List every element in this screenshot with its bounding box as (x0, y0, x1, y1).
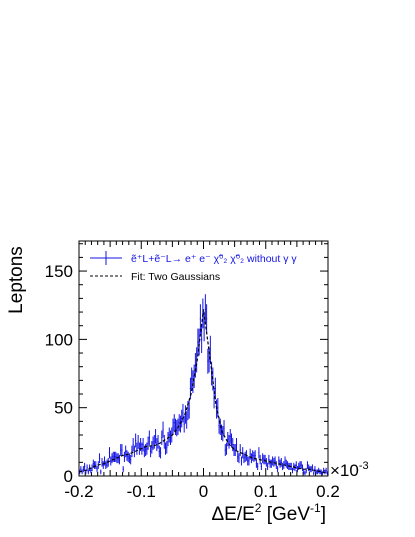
x-tick-label: -0.2 (64, 482, 93, 501)
legend-label-data: ẽ⁺L+ẽ⁻L→ e⁺ e⁻ χ̃⁰₂ χ̃⁰₂ without γ γ (131, 253, 297, 265)
x-tick-label: 0.1 (254, 482, 278, 501)
y-tick-label: 50 (54, 399, 73, 418)
y-tick-label: 0 (64, 467, 73, 486)
y-tick-label: 100 (45, 330, 73, 349)
x-axis-title: ΔE/E2 [GeV-1] (211, 501, 326, 525)
x-axis-multiplier-base: ×10 (330, 461, 359, 480)
legend-entry-fit: Fit: Two Gaussians (90, 271, 220, 283)
legend: ẽ⁺L+ẽ⁻L→ e⁺ e⁻ χ̃⁰₂ χ̃⁰₂ without γ γ Fit… (90, 251, 297, 283)
fit-curve (78, 309, 329, 474)
data-layer (79, 294, 328, 476)
x-tick-label: 0.2 (316, 482, 340, 501)
x-axis-title-main: ΔE/E (211, 504, 254, 525)
x-tick-label: 0 (199, 482, 208, 501)
legend-entry-data: ẽ⁺L+ẽ⁻L→ e⁺ e⁻ χ̃⁰₂ χ̃⁰₂ without γ γ (90, 251, 297, 265)
tick-labels: -0.2 -0.1 0 0.1 0.2 0 50 100 150 (45, 262, 340, 501)
x-axis-multiplier-exp: -3 (359, 460, 369, 472)
x-axis-title-unit-open: [GeV (261, 504, 310, 525)
x-tick-label: -0.1 (127, 482, 156, 501)
y-axis-title: Leptons (6, 246, 27, 314)
fit-layer (78, 309, 329, 474)
axis-ticks (78, 241, 329, 477)
x-axis-title-unit-close: ] (321, 504, 326, 525)
x-axis-title-unit-sup: -1 (310, 501, 321, 515)
legend-label-fit: Fit: Two Gaussians (131, 271, 220, 283)
x-axis-multiplier: ×10-3 (330, 460, 369, 480)
y-tick-label: 150 (45, 262, 73, 281)
x-axis-title-sup: 2 (255, 501, 262, 515)
